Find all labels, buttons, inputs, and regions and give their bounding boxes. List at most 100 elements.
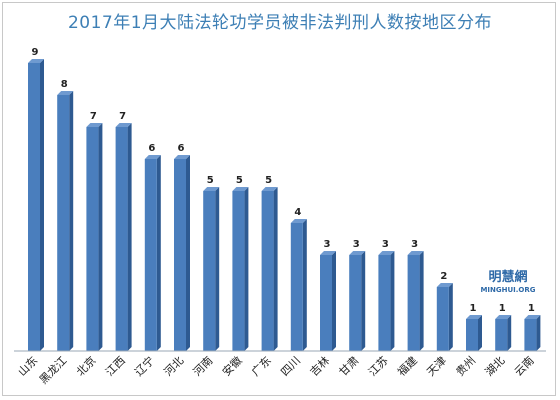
- bar-front: [174, 159, 186, 351]
- bar-云南: [524, 315, 541, 351]
- data-label: 4: [294, 207, 301, 218]
- x-tick-label: 安徽: [219, 353, 244, 378]
- x-tick-label: 贵州: [453, 354, 478, 379]
- x-tick-label: 云南: [512, 354, 537, 379]
- bar-side: [332, 251, 336, 351]
- bar-天津: [436, 283, 453, 351]
- x-tick-label: 黑龙江: [37, 354, 70, 387]
- data-label: 7: [90, 111, 97, 122]
- bar-top: [57, 91, 74, 95]
- bar-front: [57, 95, 70, 351]
- bar-front: [378, 255, 391, 351]
- bar-top: [524, 315, 541, 319]
- bar-top: [86, 123, 103, 127]
- bar-top: [436, 283, 453, 287]
- bar-top: [320, 251, 336, 255]
- bar-江西: [115, 123, 132, 351]
- x-tick-label: 吉林: [307, 353, 332, 378]
- data-label: 6: [148, 143, 155, 154]
- bar-front: [203, 191, 216, 351]
- bar-四川: [290, 219, 307, 351]
- x-tick-label: 江苏: [366, 354, 391, 379]
- bar-side: [273, 187, 278, 351]
- bar-front: [261, 191, 274, 351]
- bar-front: [466, 319, 478, 351]
- x-tick-label: 福建: [394, 353, 419, 378]
- bar-side: [361, 251, 366, 351]
- data-label: 1: [499, 303, 506, 314]
- bar-side: [98, 123, 103, 351]
- x-tick-label: 湖北: [483, 354, 508, 379]
- bar-side: [215, 187, 220, 351]
- data-label: 6: [178, 143, 185, 154]
- bar-side: [507, 315, 512, 351]
- bar-河北: [174, 155, 190, 351]
- bar-top: [144, 155, 161, 159]
- bar-top: [378, 251, 395, 255]
- x-tick-label: 江西: [103, 354, 128, 379]
- data-label: 3: [382, 239, 389, 250]
- bar-front: [290, 223, 303, 351]
- data-label: 1: [528, 303, 535, 314]
- bar-top: [495, 315, 512, 319]
- bar-front: [232, 191, 245, 351]
- bar-front: [436, 287, 449, 351]
- bar-山东: [28, 59, 44, 351]
- x-tick-label: 河南: [191, 354, 216, 379]
- x-tick-label: 广东: [249, 354, 274, 379]
- bar-吉林: [320, 251, 336, 351]
- bar-top: [349, 251, 366, 255]
- bar-front: [86, 127, 99, 351]
- bar-side: [244, 187, 249, 351]
- bar-front: [495, 319, 508, 351]
- bar-top: [174, 155, 190, 159]
- bar-side: [478, 315, 482, 351]
- data-label: 5: [236, 175, 243, 186]
- watermark-subtext: MINGHUI.ORG: [480, 286, 535, 294]
- bar-front: [349, 255, 362, 351]
- data-label: 1: [470, 303, 477, 314]
- data-label: 7: [119, 111, 126, 122]
- data-label: 9: [32, 47, 39, 58]
- data-label: 3: [353, 239, 360, 250]
- bar-top: [203, 187, 220, 191]
- bar-福建: [407, 251, 424, 351]
- bar-top: [261, 187, 278, 191]
- bar-side: [448, 283, 453, 351]
- bar-河南: [203, 187, 220, 351]
- bar-front: [524, 319, 537, 351]
- bar-side: [390, 251, 395, 351]
- bar-top: [407, 251, 424, 255]
- bar-top: [290, 219, 307, 223]
- watermark-text: 明慧網: [488, 269, 527, 285]
- data-label: 2: [440, 271, 447, 282]
- watermark-logo: 明慧網 MINGHUI.ORG: [480, 269, 535, 294]
- bar-front: [144, 159, 157, 351]
- bar-side: [536, 315, 541, 351]
- x-tick-label: 天津: [424, 354, 449, 379]
- bar-top: [115, 123, 132, 127]
- x-tick-label: 山东: [15, 354, 40, 379]
- bars-group: 9 山东 8 黑龙江 7 北京 7 江西 6 辽宁 6 河北 5 河南 5 安徽 5 广东 4 四川 3 吉林 3 甘肃 3 江苏…: [15, 47, 541, 387]
- bar-湖北: [495, 315, 512, 351]
- bar-front: [320, 255, 332, 351]
- bar-北京: [86, 123, 103, 351]
- bar-front: [407, 255, 420, 351]
- x-tick-label: 辽宁: [132, 353, 157, 378]
- data-label: 5: [207, 175, 214, 186]
- bar-side: [127, 123, 132, 351]
- bar-黑龙江: [57, 91, 74, 351]
- data-label: 3: [411, 239, 418, 250]
- x-tick-label: 河北: [161, 354, 186, 379]
- bar-front: [28, 63, 40, 351]
- bar-江苏: [378, 251, 395, 351]
- bar-side: [419, 251, 424, 351]
- data-label: 5: [265, 175, 272, 186]
- chart-title: 2017年1月大陆法轮功学员被非法判刑人数按地区分布: [67, 13, 493, 33]
- data-label: 8: [61, 79, 68, 90]
- bar-贵州: [466, 315, 482, 351]
- bar-安徽: [232, 187, 249, 351]
- bar-广东: [261, 187, 278, 351]
- bar-side: [156, 155, 161, 351]
